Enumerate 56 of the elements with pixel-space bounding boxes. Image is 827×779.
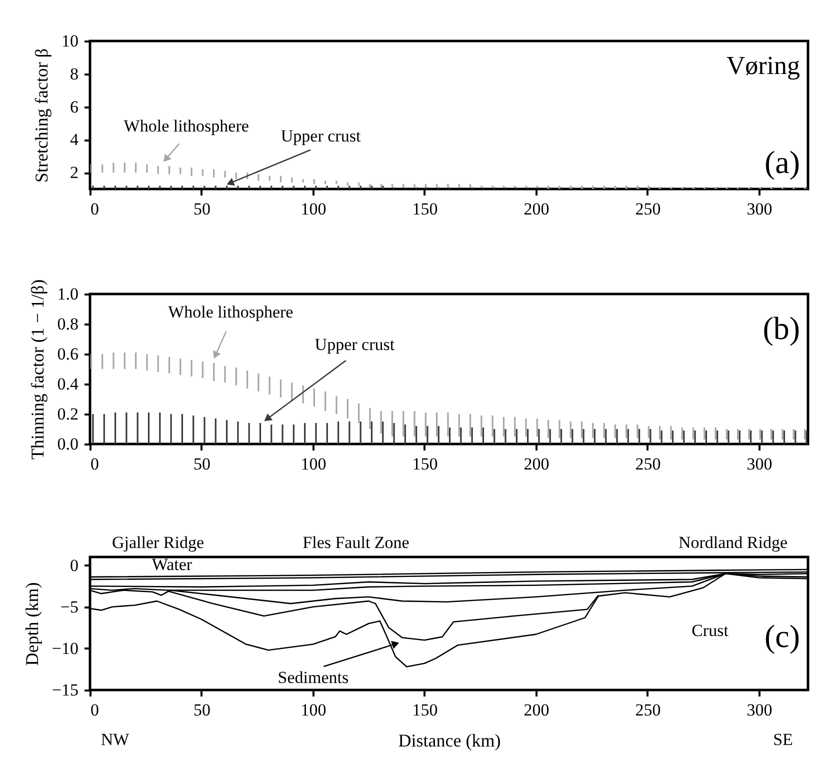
annotation: Whole lithosphere — [168, 302, 294, 322]
x-tick-label: 200 — [524, 200, 550, 218]
x-tick-label: 300 — [746, 700, 772, 720]
text: Fles Fault Zone — [302, 533, 410, 552]
x-tick-label: 300 — [746, 454, 772, 474]
x-tick-label: 100 — [300, 200, 326, 218]
x-tick-label: 150 — [412, 700, 438, 720]
y-tick-label: 2 — [70, 163, 78, 182]
x-axis-title: Distance (km) — [398, 730, 501, 750]
y-tick-label: 1.0 — [57, 284, 78, 304]
y-tick-label: 4 — [70, 130, 79, 150]
x-tick-label: 150 — [412, 200, 438, 218]
x-tick-label: 50 — [193, 454, 210, 474]
y-axis-title: Stretching factor β — [32, 48, 52, 183]
y-tick-label: 10 — [62, 32, 78, 50]
x-tick-label: 50 — [193, 200, 210, 218]
text: NW — [100, 730, 130, 749]
annotation: (b) — [762, 310, 800, 346]
x-tick-label: 300 — [746, 200, 772, 218]
x-tick-label: 0 — [90, 200, 99, 218]
y-tick-label: −15 — [52, 680, 78, 700]
x-tick-label: 50 — [193, 700, 210, 720]
y-tick-label: 0.2 — [57, 404, 78, 424]
x-tick-label: 250 — [635, 454, 661, 474]
x-tick-label: 150 — [412, 454, 438, 474]
text: Nordland Ridge — [678, 533, 788, 552]
x-tick-label: 250 — [635, 200, 661, 218]
annotation: Whole lithosphere — [124, 116, 249, 136]
y-tick-label: 0.0 — [57, 434, 78, 454]
annotation: Water — [152, 555, 192, 574]
x-tick-label: 200 — [524, 454, 550, 474]
text: SE — [773, 730, 793, 749]
x-tick-label: 100 — [300, 454, 326, 474]
annotation: Crust — [692, 621, 729, 640]
text: Gjaller Ridge — [112, 533, 204, 552]
annotation: Upper crust — [280, 126, 361, 146]
annotation: Upper crust — [314, 335, 395, 354]
annotation: (a) — [764, 144, 800, 180]
x-tick-label: 0 — [90, 700, 99, 720]
x-tick-label: 250 — [635, 700, 661, 720]
y-tick-label: −5 — [60, 597, 78, 616]
y-tick-label: 0.4 — [57, 374, 79, 394]
y-tick-label: 8 — [70, 64, 78, 84]
x-tick-label: 100 — [300, 700, 326, 720]
y-tick-label: −10 — [52, 638, 78, 658]
y-tick-label: 0.6 — [57, 344, 78, 364]
x-tick-label: 200 — [524, 700, 550, 720]
x-tick-label: 0 — [90, 454, 99, 474]
annotation: Sediments — [278, 668, 349, 687]
y-tick-label: 0 — [70, 556, 78, 575]
y-axis-title: Depth (km) — [22, 582, 42, 666]
y-tick-label: 0.8 — [57, 314, 78, 334]
annotation: (c) — [764, 618, 800, 654]
y-tick-label: 6 — [70, 97, 78, 116]
annotation: Vøring — [726, 51, 800, 80]
y-axis-title: Thinning factor (1 − 1/β) — [27, 279, 48, 460]
